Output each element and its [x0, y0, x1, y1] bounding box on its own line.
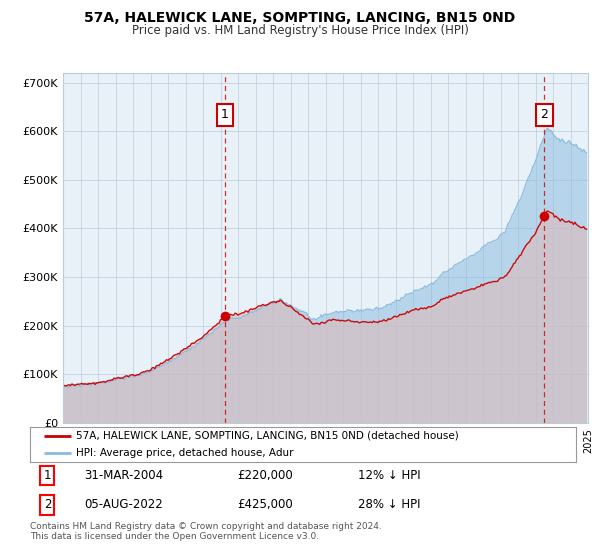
Text: 31-MAR-2004: 31-MAR-2004: [85, 469, 164, 482]
Text: 05-AUG-2022: 05-AUG-2022: [85, 498, 163, 511]
Text: Contains HM Land Registry data © Crown copyright and database right 2024.
This d: Contains HM Land Registry data © Crown c…: [30, 522, 382, 542]
Text: 57A, HALEWICK LANE, SOMPTING, LANCING, BN15 0ND: 57A, HALEWICK LANE, SOMPTING, LANCING, B…: [85, 11, 515, 25]
Text: 1: 1: [44, 469, 51, 482]
Text: £425,000: £425,000: [238, 498, 293, 511]
Text: £220,000: £220,000: [238, 469, 293, 482]
Text: 2: 2: [44, 498, 51, 511]
Text: Price paid vs. HM Land Registry's House Price Index (HPI): Price paid vs. HM Land Registry's House …: [131, 24, 469, 36]
Text: 12% ↓ HPI: 12% ↓ HPI: [358, 469, 420, 482]
Text: 2: 2: [541, 108, 548, 122]
Text: 28% ↓ HPI: 28% ↓ HPI: [358, 498, 420, 511]
Text: 1: 1: [221, 108, 229, 122]
Text: HPI: Average price, detached house, Adur: HPI: Average price, detached house, Adur: [76, 449, 294, 458]
Text: 57A, HALEWICK LANE, SOMPTING, LANCING, BN15 0ND (detached house): 57A, HALEWICK LANE, SOMPTING, LANCING, B…: [76, 431, 459, 441]
